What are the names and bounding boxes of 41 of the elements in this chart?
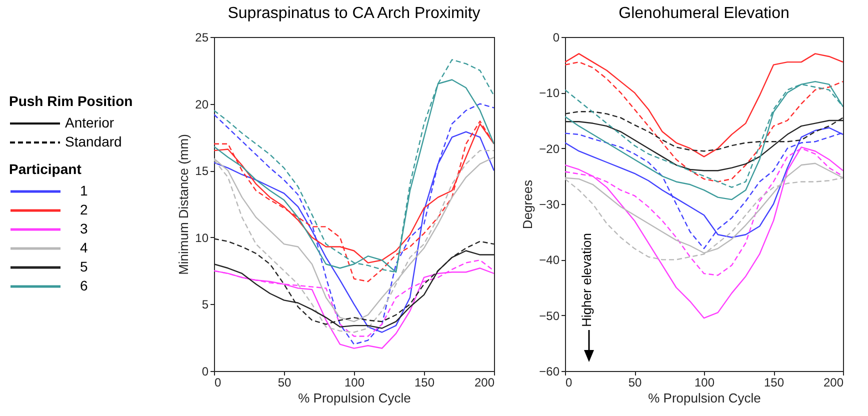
legend-label: 3: [80, 220, 88, 236]
y-axis-title: Minimum Distance (mm): [176, 134, 192, 275]
text: Anterior: [65, 114, 114, 130]
legend-label: 4: [80, 240, 88, 256]
x-tick-label: 150: [414, 376, 435, 390]
legend-label: 5: [80, 258, 88, 274]
x-tick-label: 200: [823, 376, 844, 390]
x-axis-title: % Propulsion Cycle: [298, 390, 411, 406]
x-tick-label: 100: [694, 376, 715, 390]
x-tick-label: 150: [764, 376, 784, 390]
y-tick-label: 0: [552, 30, 560, 44]
x-axis-title: % Propulsion Cycle: [648, 390, 761, 406]
text: Push Rim Position: [9, 93, 133, 109]
y-tick-label: −50: [539, 308, 560, 323]
y-tick-label: 10: [195, 230, 209, 245]
y-tick-label: 5: [202, 298, 209, 312]
legend-label: 6: [80, 278, 88, 294]
x-tick-label: 100: [344, 376, 365, 390]
chart-title: Supraspinatus to CA Arch Proximity: [228, 5, 480, 22]
y-tick-label: −30: [539, 198, 560, 212]
text: Standard: [65, 134, 122, 150]
y-tick-label: 20: [195, 97, 209, 112]
x-tick-label: 0: [566, 376, 572, 390]
x-tick-label: 50: [628, 376, 642, 390]
y-tick-label: 25: [195, 30, 209, 44]
x-tick-label: 50: [278, 376, 292, 390]
y-tick-label: −60: [539, 364, 560, 378]
legend-label: 1: [80, 182, 88, 198]
chart-title: Glenohumeral Elevation: [618, 5, 790, 22]
y-tick-label: 15: [195, 164, 209, 178]
x-tick-label: 200: [474, 376, 495, 390]
x-tick-label: 0: [214, 376, 222, 390]
y-tick-label: 0: [202, 364, 209, 378]
line-series: [214, 103, 494, 345]
y-tick-label: −10: [539, 86, 560, 100]
legend-title: Participant: [9, 161, 82, 177]
annotation: Higher elevation: [579, 233, 594, 327]
y-tick-label: −40: [539, 253, 560, 268]
legend-label: 2: [80, 202, 88, 218]
y-axis-title: Degrees: [520, 179, 536, 230]
y-tick-label: −20: [539, 142, 560, 156]
